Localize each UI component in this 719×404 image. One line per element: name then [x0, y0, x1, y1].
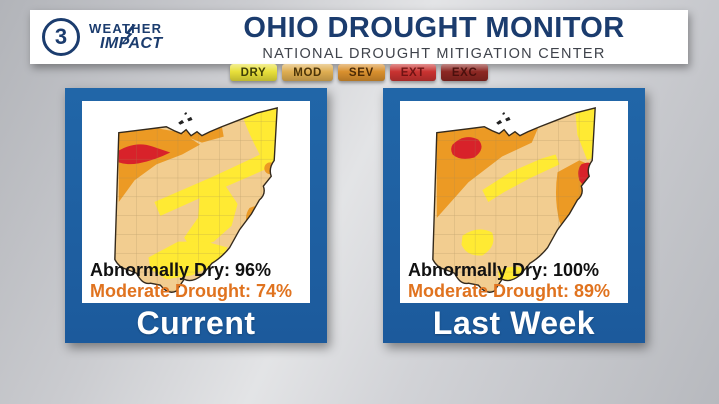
legend-chip-mod-label: MOD: [293, 66, 322, 79]
legend-chip-exc: EXC: [440, 64, 489, 81]
header-titles: OHIO DROUGHT MONITOR NATIONAL DROUGHT MI…: [192, 13, 676, 62]
legend-chip-mod: MOD: [282, 64, 333, 81]
header-bar: 3 WEATHER IMPACT OHIO DROUGHT MONITOR NA…: [30, 10, 688, 64]
brand-impact-text: IMPACT: [100, 35, 163, 52]
drought-legend: DRY MOD SEV EXT EXC: [30, 64, 688, 81]
ohio-drought-map-current: [114, 107, 278, 293]
panel-label-last-week: Last Week: [432, 305, 596, 341]
legend-chip-ext: EXT: [389, 64, 436, 81]
brand-weather-text: WEATHER: [89, 21, 163, 36]
moderate-drought-stat: Moderate Drought: 89%: [408, 281, 611, 301]
legend-chip-ext-label: EXT: [400, 66, 425, 79]
moderate-drought-stat: Moderate Drought: 74%: [90, 281, 293, 301]
lake-erie-islands-icon: [178, 111, 193, 125]
legend-chip-sev: SEV: [337, 64, 385, 81]
legend-chip-dry-label: DRY: [240, 66, 267, 79]
panel-label-current: Current: [136, 305, 256, 341]
panel-last-week: Abnormally Dry: 100% Moderate Drought: 8…: [383, 88, 645, 343]
legend-chip-dry: DRY: [229, 64, 278, 81]
map-panels-row: Abnormally Dry: 96% Moderate Drought: 74…: [65, 88, 645, 343]
stats-current: Abnormally Dry: 96% Moderate Drought: 74…: [90, 260, 292, 302]
station-number: 3: [54, 24, 68, 49]
abnormally-dry-stat: Abnormally Dry: 96%: [90, 260, 272, 280]
map-card-last-week: Abnormally Dry: 100% Moderate Drought: 8…: [400, 101, 628, 303]
legend-chip-exc-label: EXC: [451, 66, 478, 79]
map-card-current: Abnormally Dry: 96% Moderate Drought: 74…: [82, 101, 310, 303]
lake-erie-islands-icon: [496, 111, 511, 125]
lightning-bolt-icon: [119, 23, 136, 48]
ohio-drought-map-last-week: [432, 107, 596, 293]
channel-3-logo-icon: 3: [42, 18, 80, 56]
station-logo: 3 WEATHER IMPACT: [42, 18, 192, 56]
stats-last-week: Abnormally Dry: 100% Moderate Drought: 8…: [408, 260, 610, 302]
abnormally-dry-stat: Abnormally Dry: 100%: [408, 260, 600, 280]
page-title: OHIO DROUGHT MONITOR: [243, 11, 625, 44]
panel-current: Abnormally Dry: 96% Moderate Drought: 74…: [65, 88, 327, 343]
legend-chip-sev-label: SEV: [348, 66, 374, 79]
weather-impact-brand: WEATHER IMPACT: [89, 22, 163, 52]
page-subtitle: NATIONAL DROUGHT MITIGATION CENTER: [262, 45, 606, 62]
